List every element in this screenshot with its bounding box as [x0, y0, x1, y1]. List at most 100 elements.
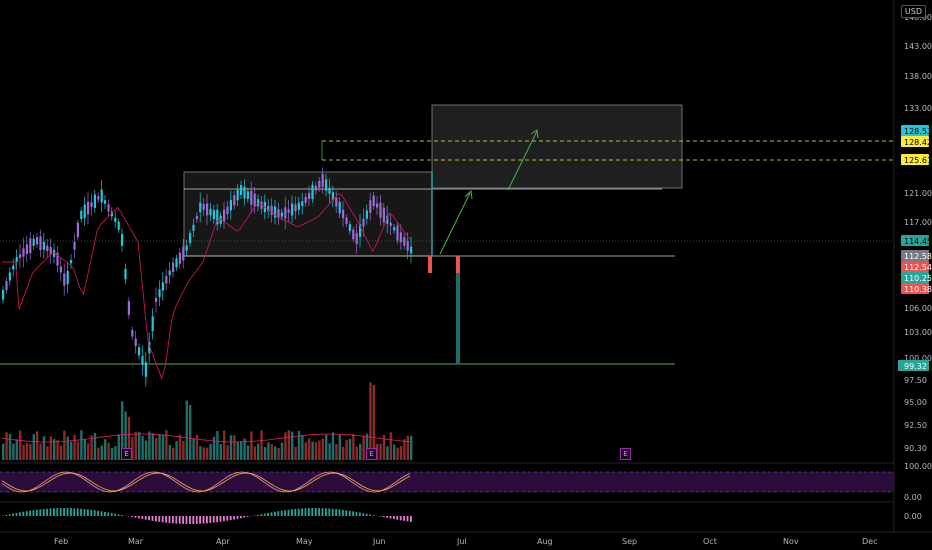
candle-body	[267, 206, 270, 212]
macd-bar	[32, 510, 35, 516]
macd-bar	[53, 508, 55, 516]
volume-bar	[110, 447, 114, 460]
volume-bar	[124, 411, 127, 460]
macd-bar	[12, 513, 14, 516]
macd-bar	[284, 510, 286, 516]
volume-bar	[406, 435, 409, 460]
macd-bar	[257, 514, 259, 516]
volume-bar	[226, 445, 229, 460]
volume-bar	[209, 443, 212, 460]
candle-body	[250, 190, 253, 205]
volume-bar	[8, 433, 12, 460]
volume-bar	[121, 401, 124, 460]
volume-bar	[369, 382, 372, 460]
macd-bar	[182, 516, 184, 524]
candle-body	[280, 212, 283, 217]
macd-bar	[236, 516, 239, 519]
volume-ma-line	[1, 433, 411, 443]
candle-body	[338, 202, 341, 214]
earnings-marker-icon[interactable]: E	[121, 448, 132, 460]
macd-bar	[158, 516, 161, 522]
volume-bar	[66, 436, 69, 460]
macd-bar	[355, 511, 358, 516]
macd-bar	[331, 508, 334, 516]
volume-bar	[348, 439, 352, 460]
volume-bar	[219, 444, 222, 460]
candlestick-series[interactable]	[2, 167, 413, 387]
month-label: Jul	[456, 537, 467, 546]
macd-bar	[8, 514, 11, 516]
candle-body	[29, 238, 32, 254]
macd-bar	[93, 510, 96, 516]
target-projection-box[interactable]	[431, 104, 683, 189]
candle-body	[365, 210, 368, 219]
volume-bar	[22, 444, 25, 460]
candle-body	[233, 195, 236, 206]
volume-bar	[138, 431, 141, 460]
price-badge-text: 114.45	[904, 237, 932, 246]
volume-bar	[267, 442, 270, 460]
price-badge	[901, 283, 929, 294]
price-badge	[901, 272, 929, 283]
candle-body	[301, 201, 304, 206]
macd-bar	[325, 508, 327, 516]
volume-bar	[284, 432, 287, 460]
volume-bar	[178, 434, 182, 460]
projection-arrows[interactable]	[439, 129, 539, 255]
candle-body	[209, 208, 212, 216]
candle-body	[76, 222, 79, 238]
osc-axis-label: 0.00	[904, 493, 922, 502]
earnings-marker-icon[interactable]: E	[620, 448, 631, 460]
candle-body	[202, 204, 205, 210]
macd-bar	[189, 516, 191, 524]
macd-bar	[270, 512, 273, 516]
volume-bar	[100, 445, 103, 460]
measured-move-bar	[456, 273, 460, 364]
macd-bar	[240, 516, 242, 519]
candle-body	[321, 174, 324, 187]
macd-bar	[42, 508, 45, 516]
volume-bar	[104, 439, 107, 460]
candle-body	[379, 202, 382, 218]
macd-bar	[192, 516, 195, 524]
volume-bar	[46, 446, 49, 460]
currency-label[interactable]: USD	[900, 5, 926, 18]
earnings-marker-icon[interactable]: E	[366, 448, 377, 460]
volume-bar	[42, 436, 46, 460]
candle-body	[144, 362, 147, 377]
price-badge	[901, 136, 929, 147]
candle-body	[53, 250, 56, 257]
volume-bar	[338, 434, 341, 460]
candle-body	[178, 252, 181, 264]
candle-body	[287, 209, 290, 213]
candle-body	[246, 191, 249, 199]
candle-body	[131, 329, 134, 337]
macd-bar	[338, 509, 341, 516]
price-label: 117.00	[904, 218, 932, 227]
candle-body	[257, 199, 260, 207]
volume-bar	[83, 439, 86, 460]
month-label: Nov	[783, 537, 799, 546]
macd-bar	[359, 512, 361, 516]
candle-body	[328, 187, 331, 194]
macd-bar	[80, 508, 82, 516]
macd-bar	[318, 508, 320, 516]
consolidation-box[interactable]	[183, 171, 433, 257]
volume-bar	[56, 440, 59, 460]
volume-bar	[175, 440, 178, 460]
macd-bar	[87, 509, 89, 516]
price-badge	[901, 250, 929, 261]
candle-body	[15, 256, 18, 262]
volume-bar	[365, 433, 369, 460]
candle-body	[223, 209, 226, 222]
volume-bar	[297, 430, 301, 460]
macd-bar	[308, 508, 310, 516]
volume-bar	[362, 435, 365, 460]
price-badge	[901, 235, 929, 246]
macd-bar	[345, 510, 348, 516]
macd-bar	[59, 508, 62, 516]
price-label: 143.00	[904, 42, 932, 51]
time-axis[interactable]: Feb Mar Apr May Jun Jul Aug Sep Oct Nov …	[54, 537, 877, 546]
macd-bar	[39, 509, 42, 516]
